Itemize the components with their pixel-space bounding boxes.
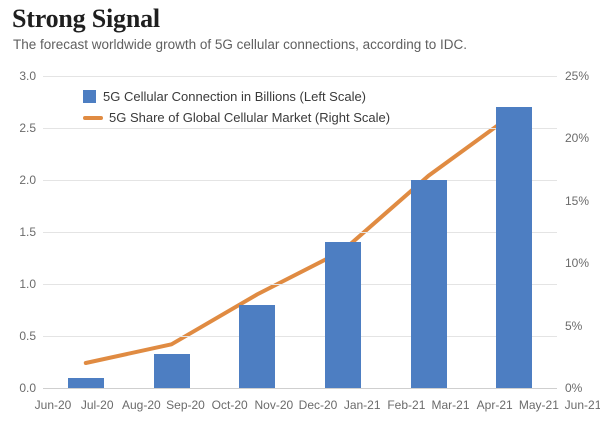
legend-item-bar-series: 5G Cellular Connection in Billions (Left… — [83, 86, 390, 107]
line-series-swatch-icon — [83, 115, 103, 120]
right-axis-tick-label: 5% — [565, 318, 583, 333]
bar-sep-20 — [153, 353, 190, 388]
left-axis-tick-label: 0.0 — [19, 381, 36, 395]
bar-mar-21 — [410, 180, 447, 388]
x-axis-tick-label: Oct-20 — [211, 398, 248, 412]
bar-may-21 — [496, 107, 533, 388]
left-axis-tick-label: 2.0 — [19, 173, 36, 187]
right-axis-tick-label: 15% — [565, 193, 590, 208]
chart-title: Strong Signal — [12, 4, 160, 33]
left-axis-tick-label: 3.0 — [19, 69, 36, 83]
right-axis-tick-label: 0% — [565, 381, 583, 395]
bar-nov-20 — [239, 304, 276, 388]
bar-series-swatch-icon — [83, 90, 96, 103]
x-axis-tick-label: Jan-21 — [343, 398, 381, 412]
bar-jul-20 — [67, 377, 104, 388]
legend: 5G Cellular Connection in Billions (Left… — [83, 86, 390, 128]
right-axis-tick-label: 20% — [565, 131, 590, 146]
x-axis-baseline — [43, 387, 557, 389]
bar-jan-21 — [324, 242, 361, 388]
legend-label: 5G Share of Global Cellular Market (Righ… — [109, 110, 391, 125]
trend-line — [83, 111, 517, 365]
right-axis-tick-label: 25% — [565, 69, 590, 83]
x-axis-tick-label: Aug-20 — [121, 398, 161, 412]
right-axis-tick-label: 10% — [565, 256, 590, 271]
x-axis-tick-label: Jul-20 — [80, 398, 114, 412]
x-axis-tick-label: Feb-21 — [387, 398, 426, 412]
gridline — [43, 283, 557, 285]
left-axis-tick-label: 1.5 — [19, 225, 36, 239]
gridline — [43, 335, 557, 337]
x-axis-tick-label: Nov-20 — [254, 398, 294, 412]
plot-area: 5G Cellular Connection in Billions (Left… — [43, 75, 557, 389]
x-axis-tick-label: Sep-20 — [166, 398, 205, 412]
x-axis-tick-label: Mar-21 — [431, 398, 470, 412]
x-axis-tick-label: Dec-20 — [298, 398, 338, 412]
x-axis-tick-label: Jun-21 — [564, 398, 600, 412]
gridline — [43, 179, 557, 181]
trend-line-layer — [83, 111, 517, 365]
chart-subtitle: The forecast worldwide growth of 5G cell… — [13, 37, 467, 52]
gridline — [43, 231, 557, 233]
left-axis-tick-label: 1.0 — [19, 277, 36, 291]
legend-label: 5G Cellular Connection in Billions (Left… — [103, 89, 367, 104]
x-axis-tick-label: May-21 — [518, 398, 559, 412]
gridline — [43, 127, 557, 129]
left-axis-tick-label: 2.5 — [19, 121, 36, 135]
gridline — [43, 75, 557, 77]
left-axis-tick-label: 0.5 — [19, 329, 36, 343]
x-axis-tick-label: Jun-20 — [34, 398, 72, 412]
legend-item-line-series: 5G Share of Global Cellular Market (Righ… — [83, 107, 390, 128]
x-axis-tick-label: Apr-21 — [476, 398, 513, 412]
